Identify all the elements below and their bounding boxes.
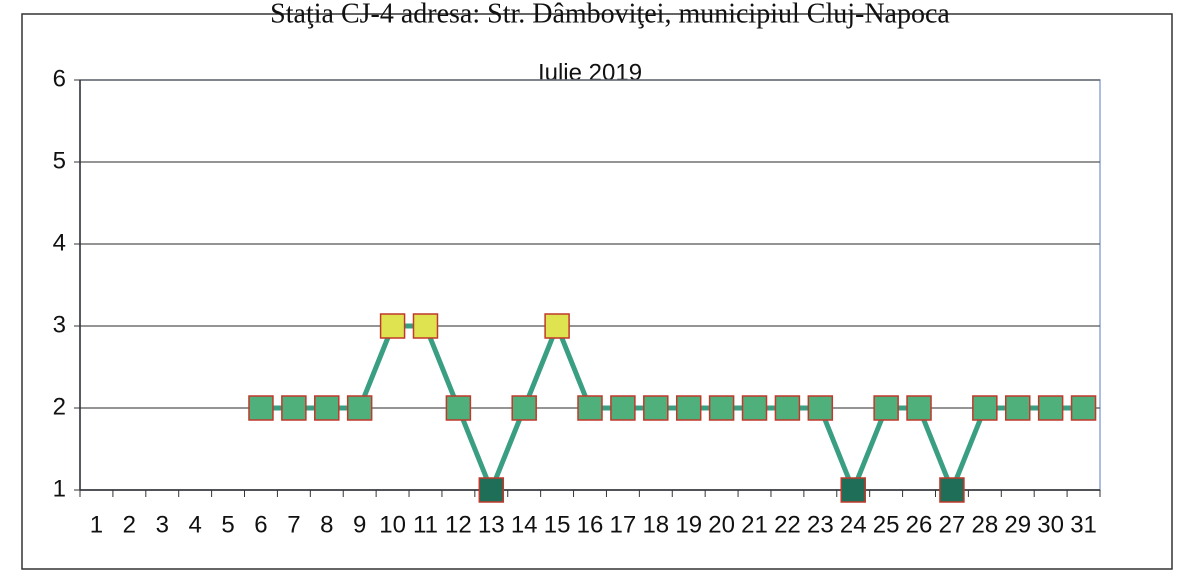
x-tick-label: 30 [1037, 511, 1064, 538]
marker [643, 395, 669, 421]
x-tick-label: 11 [413, 511, 438, 538]
x-tick-label: 12 [445, 511, 472, 538]
x-tick-label: 29 [1004, 511, 1031, 538]
marker [511, 395, 537, 421]
x-tick-label: 28 [971, 511, 998, 538]
x-tick-label: 14 [511, 511, 538, 538]
x-tick-label: 20 [708, 511, 735, 538]
marker [675, 395, 702, 421]
x-tick-label: 23 [807, 511, 834, 538]
y-tick-label: 2 [53, 393, 66, 420]
x-tick-label: 8 [320, 511, 333, 538]
marker [445, 395, 472, 421]
marker [248, 395, 274, 421]
marker [807, 395, 834, 421]
x-tick-label: 10 [379, 511, 406, 538]
x-tick-label: 7 [287, 511, 300, 538]
x-tick-label: 4 [188, 511, 201, 538]
x-tick-label: 2 [123, 511, 136, 538]
x-tick-label: 26 [906, 511, 933, 538]
marker [1070, 395, 1097, 421]
y-tick-label: 1 [53, 475, 66, 502]
plot-area [79, 79, 1101, 491]
x-tick-label: 5 [221, 511, 234, 538]
x-tick-label: 24 [840, 511, 867, 538]
page-heading: Staţia CJ-4 adresa: Str. Dâmboviţei, mun… [270, 0, 950, 29]
marker [346, 395, 373, 421]
x-tick-label: 13 [478, 511, 505, 538]
marker [774, 395, 801, 421]
marker [708, 395, 735, 421]
marker [379, 313, 406, 339]
marker [314, 395, 340, 421]
marker [906, 395, 932, 421]
marker [873, 395, 899, 421]
x-tick-label: 6 [254, 511, 267, 538]
x-tick-label: 16 [577, 511, 604, 538]
marker [1037, 395, 1064, 421]
x-tick-label: 17 [610, 511, 637, 538]
marker [577, 395, 603, 421]
marker [478, 477, 505, 503]
marker [972, 395, 998, 421]
x-tick-label: 22 [774, 511, 801, 538]
x-tick-label: 9 [353, 511, 366, 538]
marker [281, 395, 307, 421]
x-tick-label: 3 [156, 511, 169, 538]
marker [544, 313, 570, 339]
x-tick-label: 21 [741, 511, 768, 538]
x-tick-label: 15 [544, 511, 571, 538]
x-tick-label: 25 [873, 511, 900, 538]
marker [1004, 395, 1031, 421]
chart-frame [21, 13, 1173, 570]
y-tick-label: 5 [53, 147, 66, 174]
marker [840, 477, 866, 503]
x-tick-label: 27 [939, 511, 966, 538]
x-tick-label: 18 [642, 511, 669, 538]
marker [610, 395, 636, 421]
x-tick-label: 19 [675, 511, 702, 538]
marker [412, 313, 439, 339]
y-tick-label: 6 [53, 65, 66, 92]
marker [741, 395, 768, 421]
y-tick-label: 3 [53, 311, 66, 338]
x-tick-label: 31 [1070, 511, 1097, 538]
x-tick-label: 1 [90, 511, 103, 538]
y-tick-label: 4 [53, 229, 66, 256]
marker [939, 477, 965, 503]
